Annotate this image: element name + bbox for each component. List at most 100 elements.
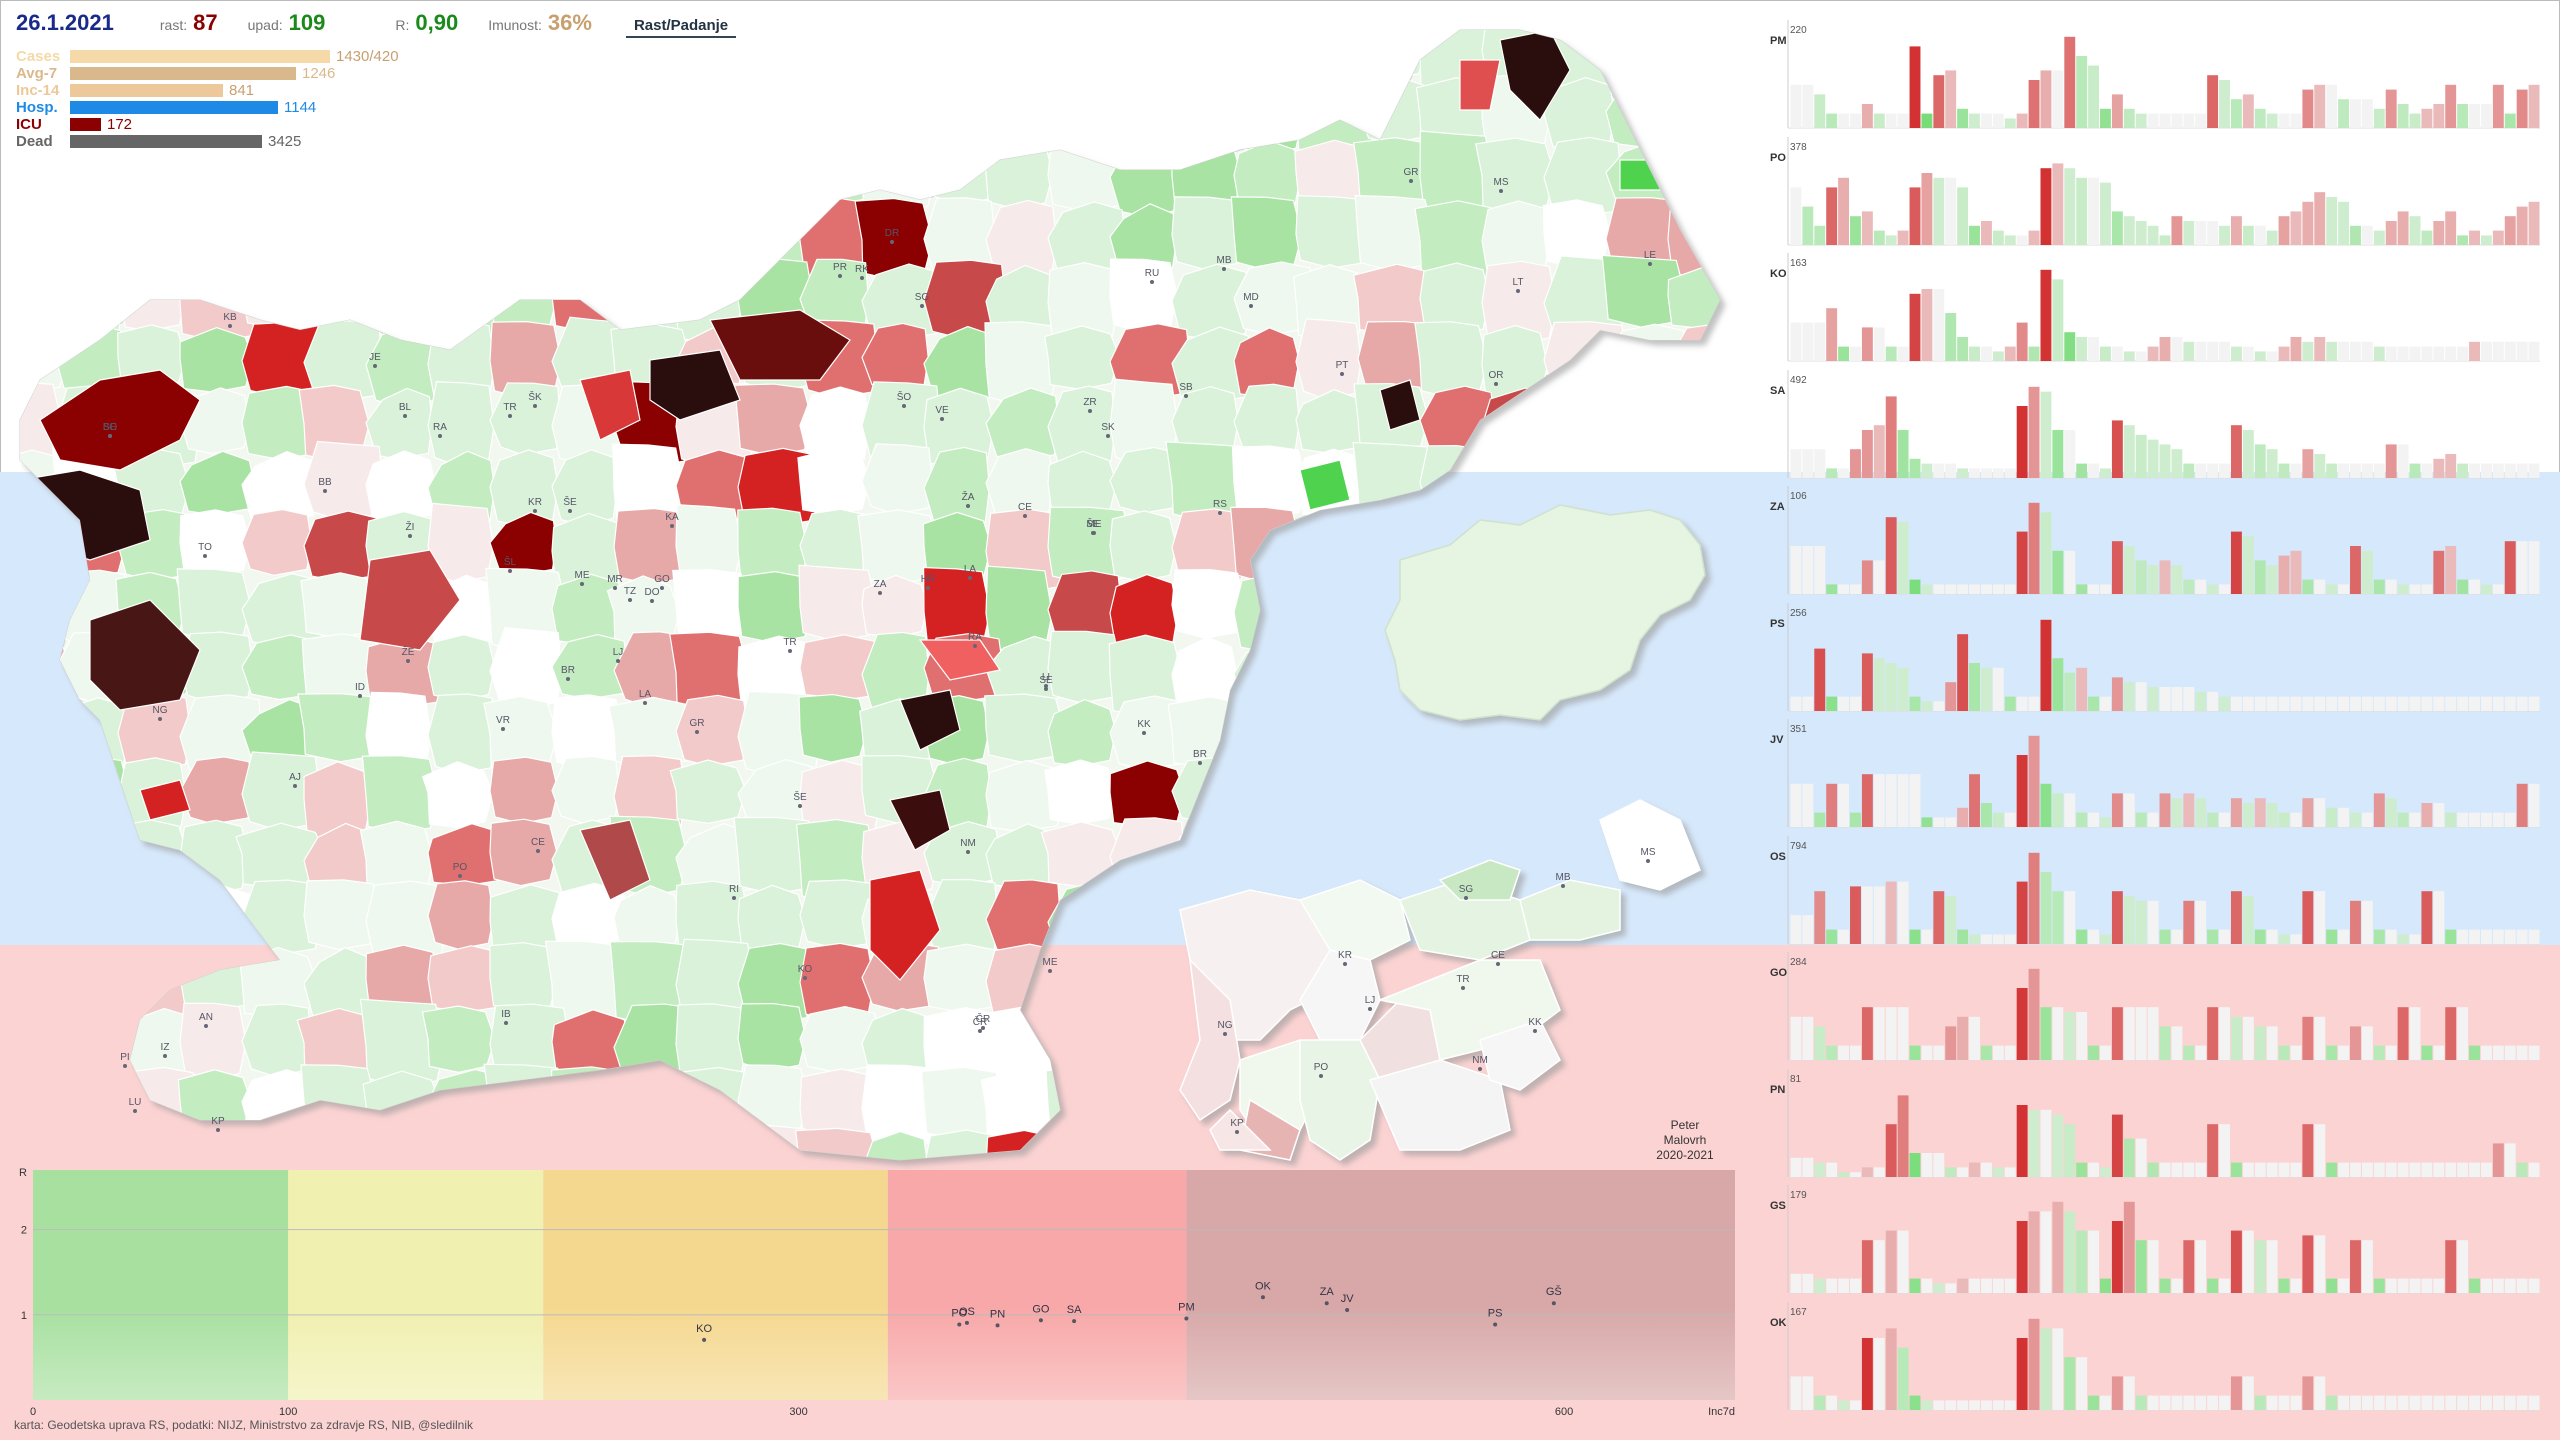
municipality-cell[interactable] bbox=[365, 75, 450, 154]
municipality-cell[interactable] bbox=[923, 17, 1006, 94]
municipality-cell[interactable] bbox=[1664, 946, 1736, 1023]
municipality-cell[interactable] bbox=[1109, 510, 1178, 582]
scatter-point[interactable] bbox=[1072, 1319, 1077, 1324]
municipality-highlight[interactable] bbox=[359, 549, 461, 651]
scatter-point[interactable] bbox=[1551, 1301, 1556, 1306]
municipality-cell[interactable] bbox=[1730, 1009, 1760, 1077]
scatter-point[interactable] bbox=[1184, 1316, 1189, 1321]
municipality-cell[interactable] bbox=[1667, 200, 1743, 280]
municipality-cell[interactable] bbox=[489, 382, 561, 456]
municipality-cell[interactable] bbox=[734, 383, 813, 457]
municipality-cell[interactable] bbox=[0, 1069, 63, 1136]
municipality-cell[interactable] bbox=[55, 945, 130, 1021]
municipality-cell[interactable] bbox=[923, 446, 991, 529]
municipality-cell[interactable] bbox=[1233, 74, 1304, 155]
municipality-cell[interactable] bbox=[861, 77, 931, 148]
municipality-cell[interactable] bbox=[550, 1066, 632, 1142]
municipality-cell[interactable] bbox=[427, 880, 495, 950]
municipality-cell[interactable] bbox=[489, 77, 570, 151]
municipality-cell[interactable] bbox=[1605, 384, 1685, 462]
municipality-cell[interactable] bbox=[241, 78, 320, 150]
municipality-highlight[interactable] bbox=[889, 789, 951, 851]
municipality-cell[interactable] bbox=[55, 755, 130, 824]
municipality-cell[interactable] bbox=[1171, 756, 1253, 825]
municipality-cell[interactable] bbox=[1481, 260, 1557, 345]
municipality-cell[interactable] bbox=[1730, 263, 1760, 336]
municipality-cell[interactable] bbox=[117, 16, 196, 81]
scatter-point[interactable] bbox=[964, 1320, 969, 1325]
municipality-cell[interactable] bbox=[1109, 203, 1178, 275]
municipality-cell[interactable] bbox=[0, 134, 67, 221]
scatter-point[interactable] bbox=[957, 1322, 962, 1327]
municipality-cell[interactable] bbox=[1605, 323, 1687, 395]
municipality-cell[interactable] bbox=[613, 139, 690, 221]
municipality-cell[interactable] bbox=[861, 443, 934, 515]
municipality-highlight[interactable] bbox=[139, 779, 191, 821]
municipality-cell[interactable] bbox=[673, 75, 748, 143]
municipality-cell[interactable] bbox=[861, 10, 933, 94]
municipality-cell[interactable] bbox=[1667, 696, 1734, 762]
municipality-cell[interactable] bbox=[861, 574, 929, 639]
municipality-cell[interactable] bbox=[1730, 877, 1760, 958]
municipality-cell[interactable] bbox=[0, 758, 78, 829]
municipality-cell[interactable] bbox=[1663, 14, 1741, 80]
municipality-cell[interactable] bbox=[238, 8, 325, 98]
municipality-cell[interactable] bbox=[1419, 262, 1491, 336]
region-shape[interactable] bbox=[1299, 1039, 1381, 1161]
municipality-cell[interactable] bbox=[1605, 449, 1676, 515]
municipality-cell[interactable] bbox=[365, 192, 433, 270]
municipality-cell[interactable] bbox=[612, 1068, 686, 1151]
municipality-cell[interactable] bbox=[363, 262, 434, 334]
municipality-highlight[interactable] bbox=[709, 309, 851, 381]
municipality-cell[interactable] bbox=[1171, 569, 1246, 639]
municipality-cell[interactable] bbox=[1047, 385, 1117, 468]
municipality-cell[interactable] bbox=[55, 194, 131, 270]
municipality-cell[interactable] bbox=[1233, 815, 1309, 891]
municipality-cell[interactable] bbox=[737, 140, 815, 207]
scatter-point[interactable] bbox=[1345, 1308, 1350, 1313]
municipality-cell[interactable] bbox=[489, 257, 558, 331]
municipality-cell[interactable] bbox=[365, 450, 437, 522]
municipality-cell[interactable] bbox=[114, 819, 188, 887]
municipality-highlight[interactable] bbox=[918, 639, 1001, 681]
municipality-cell[interactable] bbox=[923, 1129, 1003, 1205]
municipality-cell[interactable] bbox=[799, 130, 871, 206]
municipality-cell[interactable] bbox=[1605, 690, 1675, 766]
municipality-cell[interactable] bbox=[427, 137, 494, 215]
municipality-cell[interactable] bbox=[985, 387, 1059, 462]
municipality-cell[interactable] bbox=[551, 77, 619, 149]
municipality-cell[interactable] bbox=[1233, 757, 1303, 829]
municipality-cell[interactable] bbox=[241, 451, 319, 523]
municipality-cell[interactable] bbox=[1109, 138, 1183, 217]
municipality-cell[interactable] bbox=[303, 192, 370, 269]
municipality-cell[interactable] bbox=[1542, 386, 1614, 470]
municipality-cell[interactable] bbox=[179, 136, 264, 219]
municipality-cell[interactable] bbox=[365, 138, 441, 206]
municipality-cell[interactable] bbox=[0, 698, 61, 773]
municipality-cell[interactable] bbox=[1047, 15, 1127, 85]
municipality-cell[interactable] bbox=[985, 943, 1065, 1020]
municipality-cell[interactable] bbox=[117, 74, 191, 152]
scatter-point[interactable] bbox=[1038, 1318, 1043, 1323]
municipality-cell[interactable] bbox=[794, 1127, 881, 1202]
municipality-cell[interactable] bbox=[1414, 321, 1489, 399]
municipality-cell[interactable] bbox=[1167, 696, 1253, 769]
municipality-cell[interactable] bbox=[1295, 694, 1375, 777]
municipality-highlight[interactable] bbox=[1619, 159, 1661, 191]
municipality-cell[interactable] bbox=[54, 1004, 127, 1082]
municipality-cell[interactable] bbox=[1108, 943, 1188, 1011]
municipality-cell[interactable] bbox=[365, 387, 433, 460]
municipality-cell[interactable] bbox=[675, 201, 760, 282]
municipality-cell[interactable] bbox=[799, 386, 870, 466]
municipality-cell[interactable] bbox=[1047, 1000, 1127, 1078]
municipality-cell[interactable] bbox=[0, 507, 77, 576]
municipality-cell[interactable] bbox=[737, 69, 811, 145]
municipality-cell[interactable] bbox=[489, 818, 558, 887]
municipality-cell[interactable] bbox=[1040, 821, 1123, 888]
municipality-cell[interactable] bbox=[1171, 14, 1254, 91]
municipality-cell[interactable] bbox=[1045, 1066, 1127, 1144]
municipality-cell[interactable] bbox=[1730, 16, 1760, 96]
municipality-cell[interactable] bbox=[923, 132, 996, 206]
municipality-cell[interactable] bbox=[669, 759, 747, 824]
municipality-highlight[interactable] bbox=[579, 369, 641, 441]
